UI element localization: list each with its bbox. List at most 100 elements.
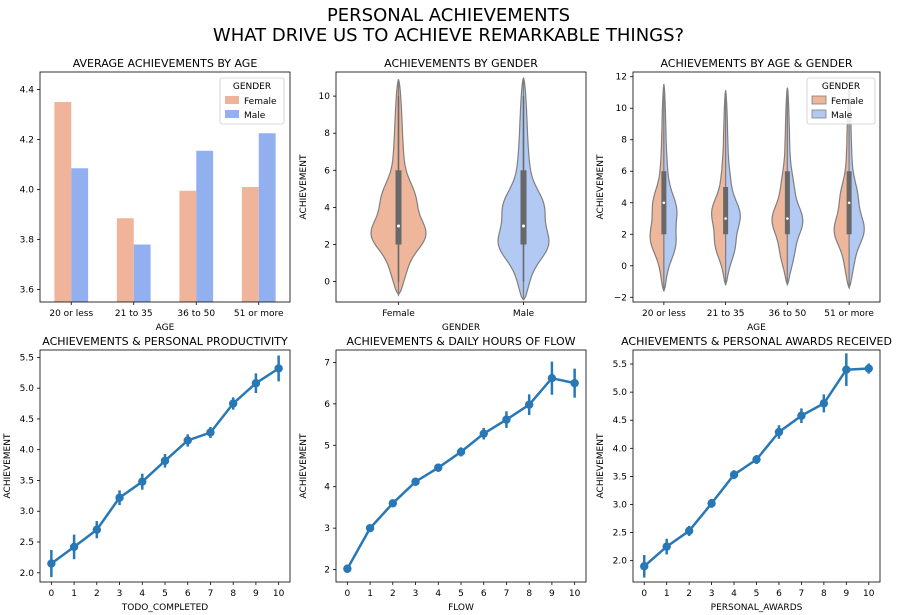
legend-label-male: Male — [831, 111, 853, 121]
x-tick-label: 10 — [863, 589, 875, 599]
x-tick-label: 9 — [843, 589, 849, 599]
data-point — [502, 415, 511, 424]
data-point — [251, 379, 261, 388]
x-tick-label: 6 — [481, 589, 487, 599]
data-point — [69, 542, 79, 552]
data-point — [365, 523, 375, 533]
bar-male — [258, 133, 276, 302]
data-point — [570, 378, 579, 388]
y-tick-label: 3.6 — [20, 286, 35, 296]
data-point — [752, 455, 761, 464]
data-point — [228, 399, 238, 408]
violin-iqr-box — [784, 171, 790, 235]
plot-border — [39, 71, 291, 303]
x-axis-label: AGE — [156, 323, 175, 333]
x-tick-label: Male — [513, 309, 535, 319]
chart-title: AVERAGE ACHIEVEMENTS BY AGE — [73, 57, 258, 70]
y-tick-label: 0 — [621, 262, 627, 272]
data-point — [774, 427, 784, 437]
violin-male-right — [522, 77, 550, 301]
y-tick-label: 4.4 — [20, 86, 35, 96]
y-tick-label: 6 — [621, 167, 627, 177]
y-tick-label: −2 — [614, 293, 627, 303]
x-tick-label: 9 — [549, 589, 555, 599]
y-tick-label: 12 — [616, 73, 627, 83]
violin-female-left — [370, 79, 400, 297]
data-point — [434, 463, 443, 472]
violin-iqr-box — [520, 170, 527, 245]
bar-female — [54, 102, 72, 302]
legend-label-female: Female — [244, 97, 277, 107]
y-tick-label: 8 — [621, 136, 627, 146]
plot-border — [335, 71, 587, 303]
split-violin-male — [786, 87, 804, 286]
y-tick-label: 5.5 — [613, 360, 627, 370]
y-axis-label: ACHIEVEMENT — [3, 433, 13, 498]
split-violin-female — [771, 87, 789, 286]
x-tick-label: 2 — [390, 589, 396, 599]
x-tick-label: 7 — [799, 589, 805, 599]
data-point — [684, 526, 694, 536]
data-point — [343, 564, 352, 573]
x-tick-label: 8 — [526, 589, 532, 599]
data-point — [183, 436, 192, 445]
plot-border — [632, 71, 881, 303]
data-point — [819, 399, 829, 408]
split-violin-female — [710, 90, 727, 286]
chart-panel-2: ACHIEVEMENTS BY AGE & GENDER AGE ACHIEVEME… — [596, 57, 881, 333]
legend-swatch-male — [811, 109, 827, 119]
split-violin-male — [724, 90, 741, 286]
y-tick-label: 5.0 — [613, 388, 628, 398]
x-tick-label: 5 — [458, 589, 464, 599]
x-tick-label: 1 — [664, 589, 670, 599]
violin-male-left — [497, 77, 525, 301]
x-tick-label: 4 — [139, 589, 145, 599]
y-tick-label: 6 — [324, 166, 330, 176]
plot-border — [335, 349, 587, 583]
legend-label-male: Male — [244, 111, 266, 121]
x-axis-label: TODO_COMPLETED — [121, 603, 209, 613]
data-point — [797, 411, 806, 420]
x-tick-label: 7 — [208, 589, 214, 599]
plot-area — [336, 350, 586, 582]
x-axis-label: PERSONAL_AWARDS — [711, 603, 803, 613]
x-tick-label: 2 — [94, 589, 100, 599]
y-tick-label: 3.5 — [20, 476, 34, 486]
figure-title-line1: PERSONAL ACHIEVEMENTS — [326, 5, 571, 26]
split-violin-male — [663, 83, 678, 293]
chart-title: ACHIEVEMENTS BY GENDER — [384, 57, 538, 70]
x-tick-label: 9 — [253, 589, 259, 599]
bar-female — [241, 187, 259, 302]
violin-median — [786, 217, 789, 220]
data-point — [411, 477, 420, 486]
data-point — [138, 477, 147, 486]
x-tick-label: 2 — [686, 589, 692, 599]
chart-title: ACHIEVEMENTS BY AGE & GENDER — [660, 57, 852, 70]
chart-panel-1: ACHIEVEMENTS BY GENDER GENDER ACHIEVEMENT 0… — [299, 57, 587, 333]
y-tick-label: 4 — [324, 203, 330, 213]
x-axis-label: FLOW — [448, 603, 474, 613]
y-tick-label: 2 — [621, 230, 627, 240]
y-axis-label: ACHIEVEMENT — [596, 154, 606, 219]
y-tick-label: 4.5 — [613, 416, 627, 426]
y-tick-label: 3.8 — [20, 236, 35, 246]
bar-male — [133, 244, 151, 302]
x-tick-label: 8 — [821, 589, 827, 599]
chart-title: ACHIEVEMENTS & PERSONAL PRODUCTIVITY — [42, 335, 288, 348]
y-tick-label: 2 — [324, 241, 330, 251]
y-axis-label: ACHIEVEMENT — [299, 154, 309, 219]
y-tick-label: 10 — [616, 104, 628, 114]
y-tick-label: 2 — [324, 566, 330, 576]
violin-median — [662, 201, 666, 205]
x-tick-label: 10 — [273, 589, 285, 599]
chart-panel-0: AVERAGE ACHIEVEMENTS BY AGE AGE 3.6 3.8 4.0 4… — [20, 57, 291, 333]
x-tick-label: 1 — [71, 589, 77, 599]
x-tick-label: 51 or more — [824, 309, 874, 319]
y-tick-label: 8 — [324, 129, 330, 139]
x-tick-label: 20 or less — [49, 309, 93, 319]
y-tick-label: 3.0 — [613, 500, 628, 510]
x-tick-label: 5 — [754, 589, 760, 599]
x-axis-label: AGE — [747, 323, 766, 333]
plot-border — [632, 349, 881, 583]
data-point — [47, 559, 56, 568]
